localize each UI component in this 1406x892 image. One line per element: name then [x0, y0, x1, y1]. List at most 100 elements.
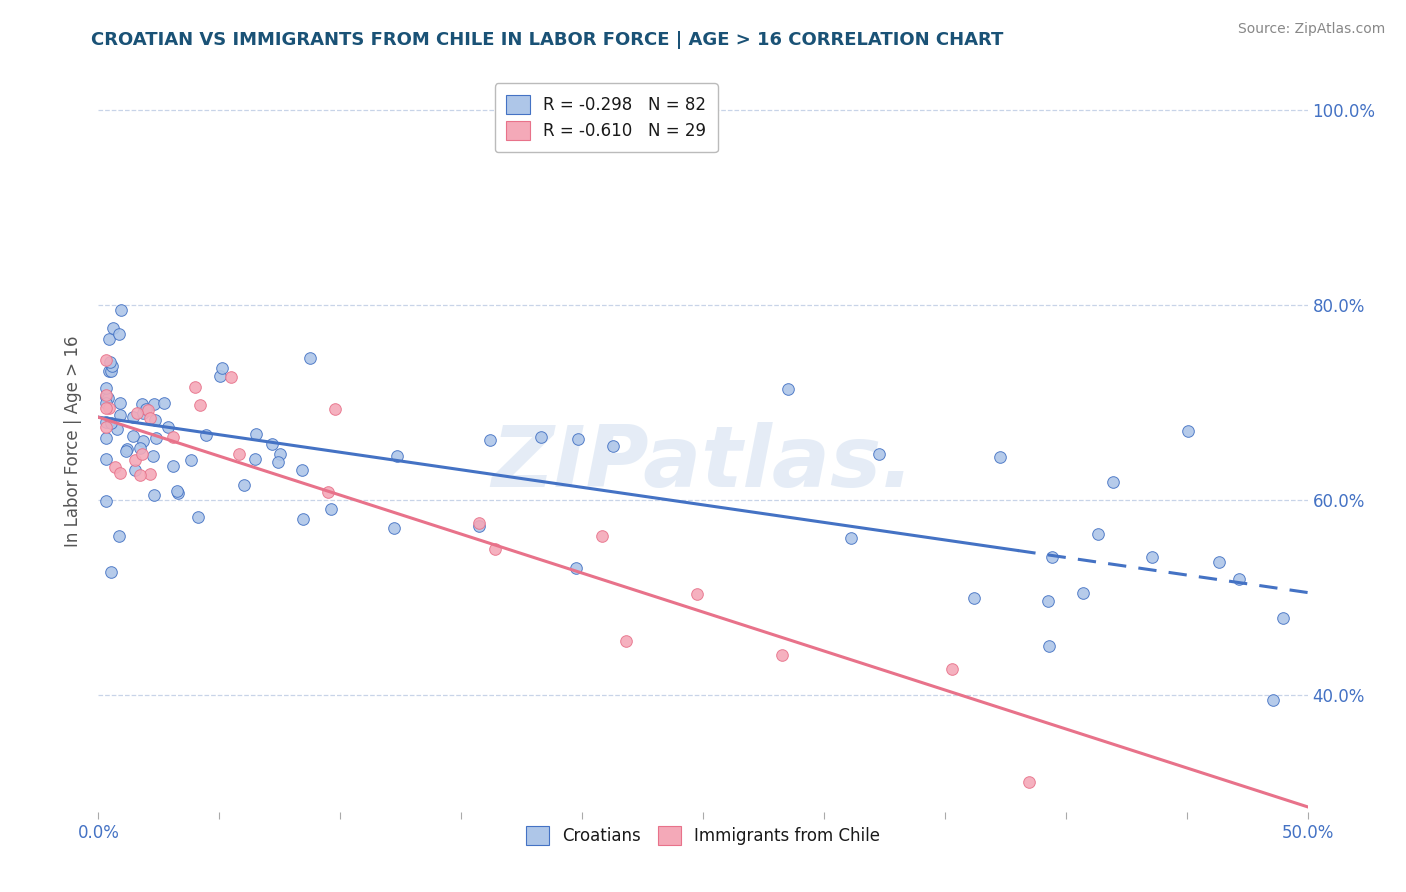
Point [94, 419, 117, 434]
Point [1038, 639, 1060, 653]
Point [131, 397, 153, 411]
Point [1208, 555, 1230, 569]
Point [100, 417, 122, 431]
Point [94, 390, 117, 404]
Point [686, 587, 709, 601]
Point [166, 483, 188, 498]
Point [530, 430, 553, 444]
Point [143, 413, 166, 427]
Point [110, 396, 132, 410]
Point [323, 401, 346, 416]
Point [479, 433, 502, 447]
Point [616, 633, 638, 648]
Point [291, 463, 314, 477]
Point [127, 405, 149, 419]
Point [188, 398, 211, 412]
Point [776, 382, 799, 396]
Point [208, 369, 231, 384]
Point [1071, 586, 1094, 600]
Point [988, 450, 1011, 465]
Point [132, 434, 155, 449]
Point [1036, 593, 1059, 607]
Point [124, 453, 146, 467]
Point [115, 442, 138, 457]
Point [1018, 775, 1040, 789]
Point [128, 467, 150, 482]
Point [96, 494, 118, 508]
Point [108, 326, 131, 341]
Point [139, 467, 162, 482]
Point [565, 561, 588, 575]
Point [100, 364, 122, 378]
Point [97, 332, 120, 346]
Point [153, 396, 176, 410]
Point [468, 518, 491, 533]
Point [101, 321, 124, 335]
Point [1040, 549, 1063, 564]
Point [468, 516, 491, 530]
Point [115, 444, 138, 458]
Point [105, 422, 128, 436]
Point [142, 488, 165, 502]
Y-axis label: In Labor Force | Age > 16: In Labor Force | Age > 16 [65, 335, 83, 548]
Point [484, 542, 506, 557]
Point [157, 420, 180, 434]
Point [94, 452, 117, 467]
Point [1227, 572, 1250, 586]
Point [110, 409, 132, 423]
Text: Source: ZipAtlas.com: Source: ZipAtlas.com [1237, 22, 1385, 37]
Point [145, 431, 167, 445]
Legend: Croatians, Immigrants from Chile: Croatians, Immigrants from Chile [516, 816, 890, 855]
Point [142, 449, 165, 463]
Point [94, 381, 117, 395]
Point [162, 430, 184, 444]
Point [138, 411, 160, 425]
Point [94, 416, 117, 430]
Point [96, 391, 118, 405]
Point [385, 450, 408, 464]
Point [97, 364, 120, 378]
Point [602, 438, 624, 452]
Point [100, 565, 122, 579]
Point [316, 485, 339, 500]
Point [187, 510, 209, 524]
Point [839, 531, 862, 545]
Point [128, 441, 150, 455]
Point [382, 521, 405, 535]
Point [94, 388, 117, 402]
Point [98, 355, 121, 369]
Point [291, 512, 314, 526]
Point [94, 396, 117, 410]
Point [321, 501, 343, 516]
Text: CROATIAN VS IMMIGRANTS FROM CHILE IN LABOR FORCE | AGE > 16 CORRELATION CHART: CROATIAN VS IMMIGRANTS FROM CHILE IN LAB… [91, 31, 1004, 49]
Point [228, 447, 250, 461]
Point [211, 361, 233, 376]
Point [591, 529, 613, 543]
Point [219, 369, 242, 384]
Point [232, 478, 254, 492]
Point [110, 303, 132, 318]
Point [94, 401, 117, 415]
Point [299, 351, 322, 365]
Point [121, 409, 143, 424]
Point [122, 429, 145, 443]
Point [1140, 549, 1163, 564]
Point [108, 529, 131, 543]
Point [1272, 611, 1295, 625]
Point [195, 428, 218, 442]
Point [108, 467, 131, 481]
Point [131, 447, 153, 461]
Point [104, 460, 127, 475]
Point [143, 397, 166, 411]
Point [1102, 475, 1125, 490]
Point [101, 359, 124, 373]
Point [269, 447, 291, 461]
Point [243, 451, 266, 466]
Point [132, 406, 155, 420]
Point [94, 431, 117, 445]
Point [162, 458, 184, 473]
Point [136, 403, 159, 417]
Point [267, 455, 290, 469]
Point [941, 662, 963, 676]
Point [770, 648, 793, 662]
